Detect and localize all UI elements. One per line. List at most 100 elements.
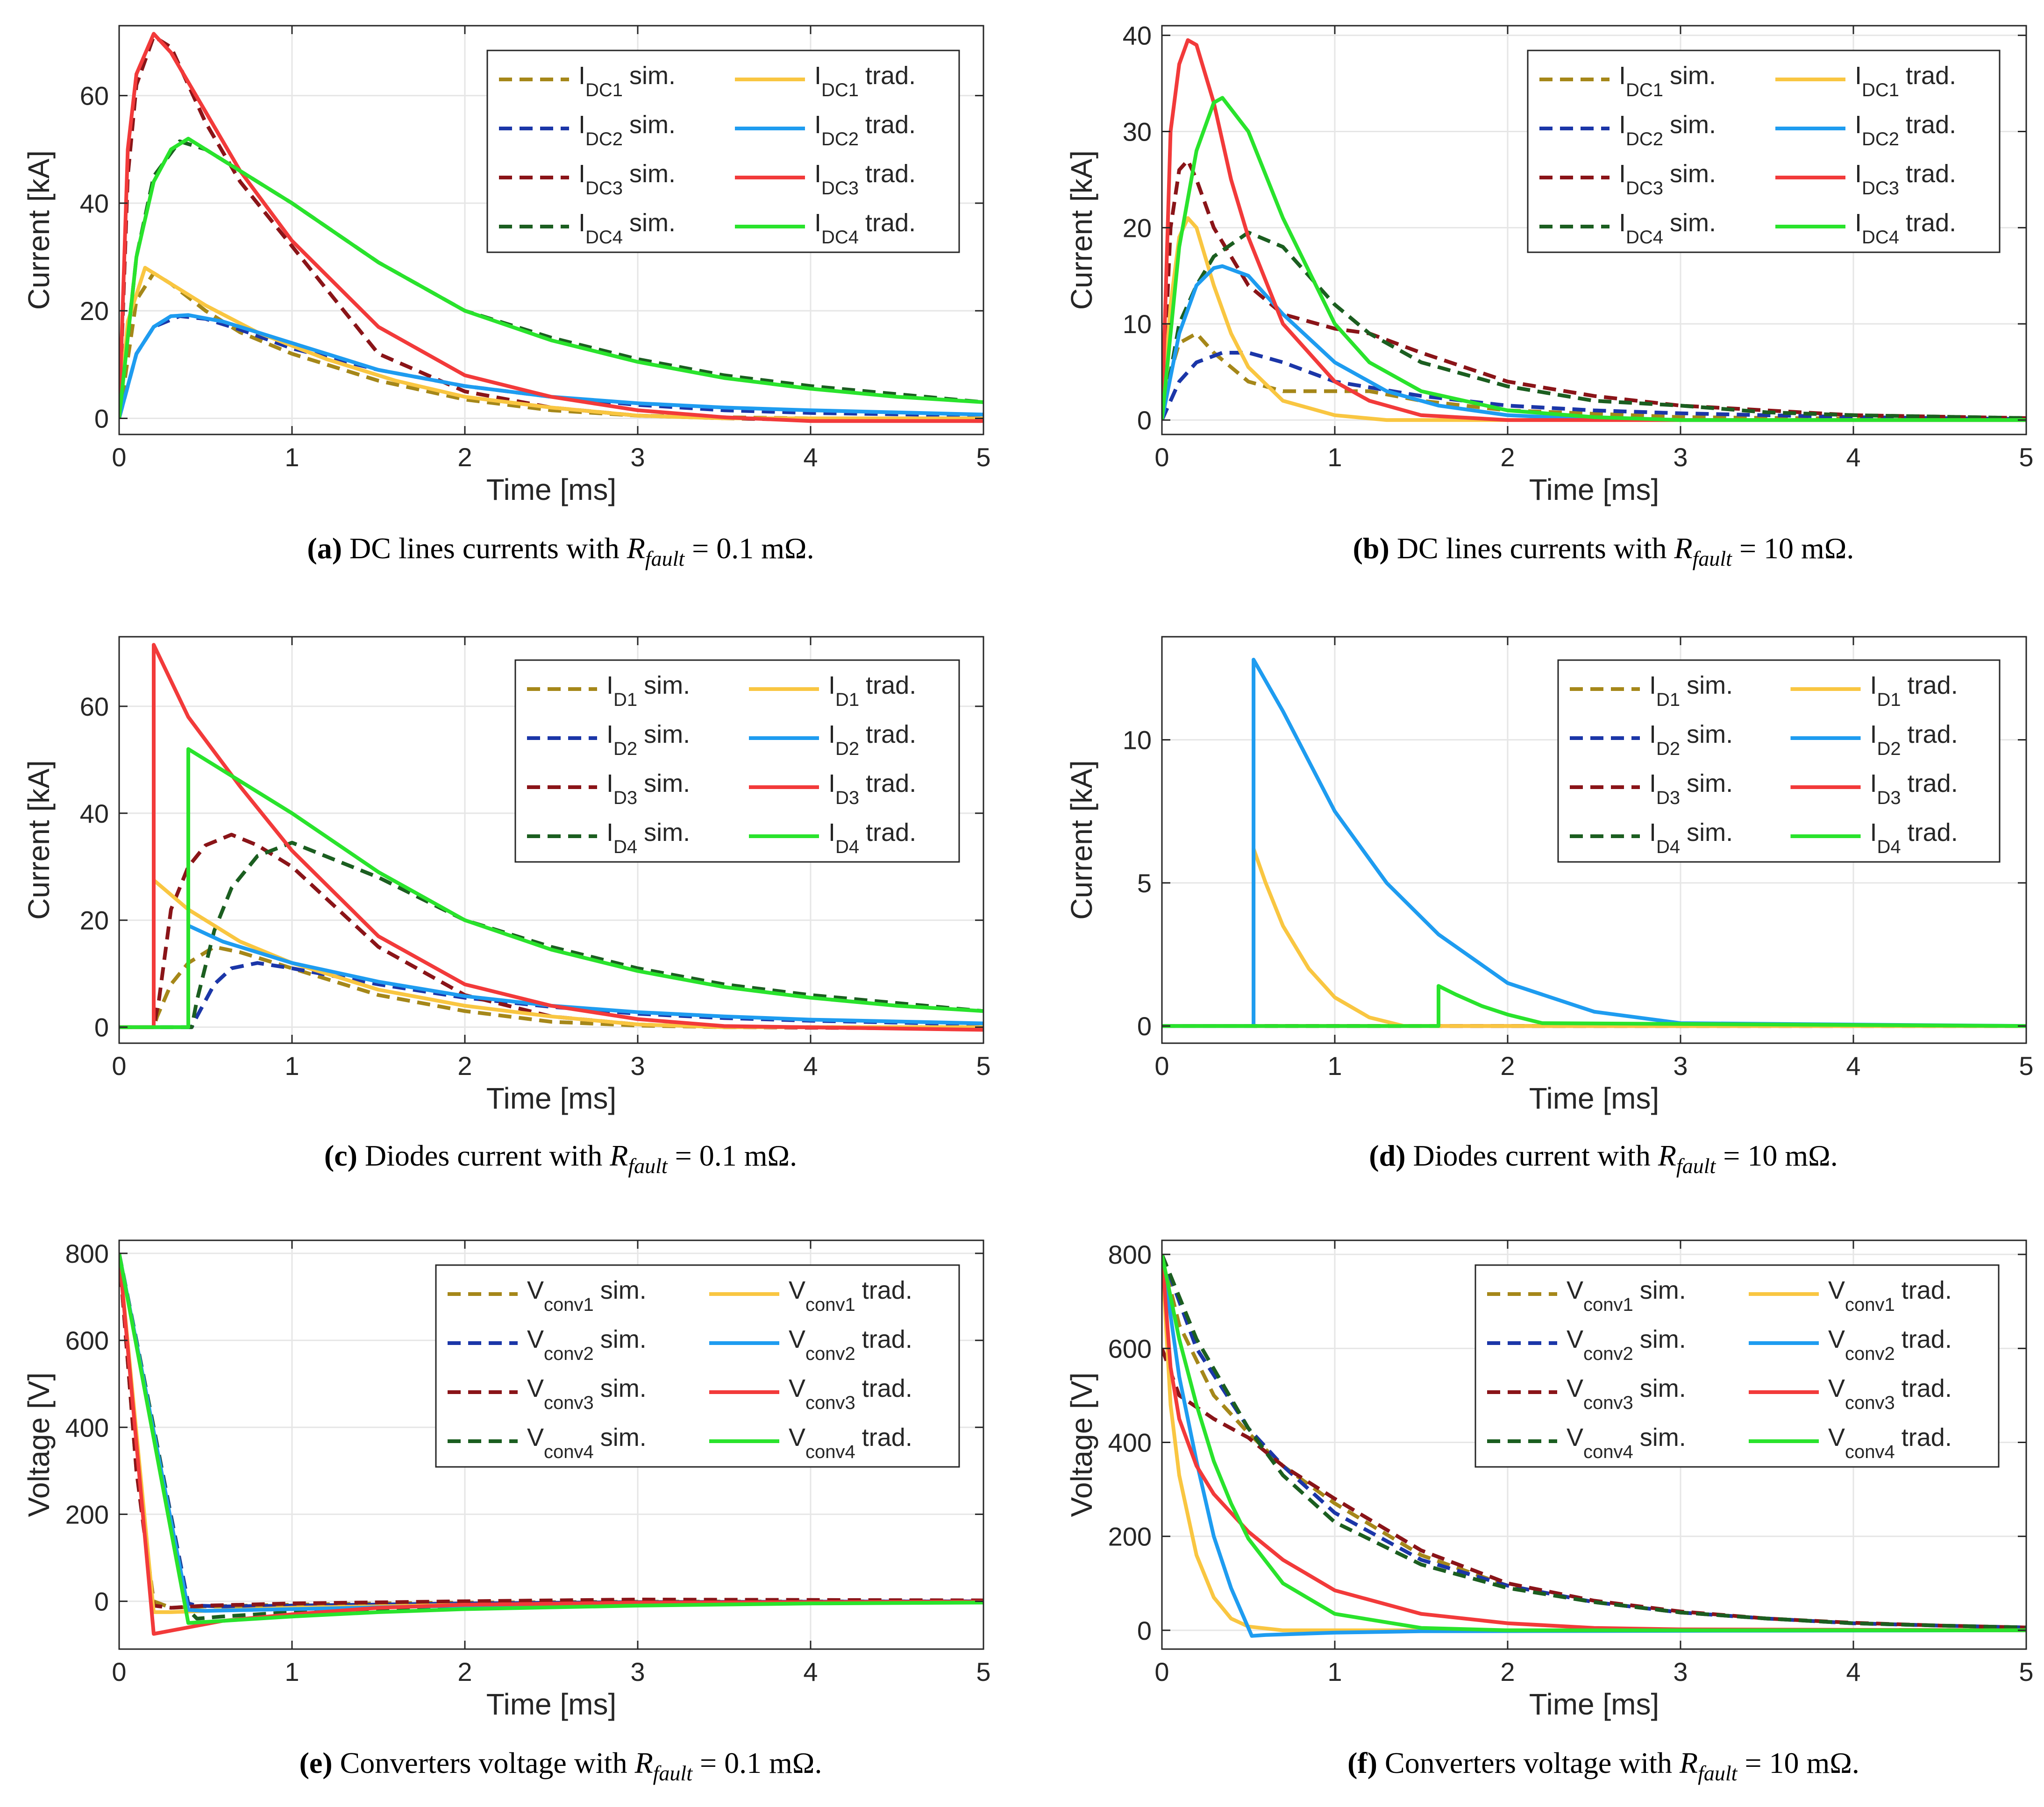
legend-label: IDC2trad.	[814, 111, 916, 149]
y-tick-label: 400	[65, 1413, 109, 1442]
x-axis-label: Time [ms]	[486, 1687, 617, 1721]
axes-frame	[118, 25, 984, 435]
legend-label: Vconv2sim.	[1567, 1325, 1686, 1364]
x-tick-label: 2	[457, 1051, 472, 1081]
legend-label: IDC1trad.	[814, 62, 916, 100]
y-tick-label: 0	[1137, 406, 1152, 435]
series-line-vconv2-trad-	[1162, 1254, 2026, 1638]
x-tick-label: 3	[630, 442, 645, 472]
legend-label: Vconv1sim.	[527, 1276, 647, 1315]
x-tick-label: 2	[1500, 1051, 1515, 1081]
series-group	[1162, 38, 2026, 422]
x-tick-label: 1	[1327, 442, 1342, 472]
x-tick-label: 2	[457, 1657, 472, 1686]
legend-label: ID4trad.	[828, 818, 916, 857]
series-group	[1162, 658, 2026, 1028]
chart-panel-2: 0 1 2 3 4 5 0 10 20 30 40 Time [ms] Current [kA] IDC1…	[1065, 21, 2034, 570]
x-tick-label: 5	[2019, 1657, 2033, 1686]
legend: IDC1sim. IDC1trad. IDC2sim. IDC2trad. IDC3si…	[1527, 50, 2001, 253]
legend-box	[514, 659, 960, 863]
x-tick-label: 0	[1154, 442, 1169, 472]
axes-frame	[118, 1239, 984, 1650]
chart-panel-6: 0 1 2 3 4 5 0 200 400 600 800 Time [ms] Voltage [V] V…	[1065, 1239, 2034, 1785]
legend-label: IDC1sim.	[578, 62, 676, 100]
y-tick-label: 40	[80, 189, 109, 218]
x-tick-label: 3	[1673, 442, 1688, 472]
axes-frame	[1161, 636, 2027, 1044]
x-tick-label: 1	[285, 1051, 299, 1081]
axes-frame	[118, 636, 984, 1044]
x-tick-label: 0	[112, 442, 126, 472]
x-tick-label: 1	[285, 442, 299, 472]
y-tick-label: 200	[65, 1500, 109, 1529]
x-tick-label: 1	[285, 1657, 299, 1686]
legend-label: ID4sim.	[606, 818, 690, 857]
legend-box	[1474, 1264, 2000, 1468]
legend-label: ID1trad.	[1870, 671, 1958, 710]
x-tick-label: 1	[1327, 1657, 1342, 1686]
legend-label: ID2trad.	[828, 720, 916, 759]
axes-frame	[1161, 25, 2027, 435]
x-tick-label: 1	[1327, 1051, 1342, 1081]
series-line-vconv4-sim-	[119, 1253, 983, 1621]
y-tick-label: 40	[80, 799, 109, 828]
legend-label: IDC1sim.	[1619, 62, 1716, 100]
legend: ID1sim. ID1trad. ID2sim. ID2trad. ID3sim. ID3…	[514, 659, 960, 863]
chart-panel-3: 0 1 2 3 4 5 0 20 40 60 Time [ms] Current [kA] ID1sim…	[22, 636, 991, 1178]
legend: ID1sim. ID1trad. ID2sim. ID2trad. ID3sim. ID3…	[1557, 659, 2001, 863]
x-axis-label: Time [ms]	[486, 473, 617, 506]
legend-label: Vconv1sim.	[1567, 1276, 1686, 1315]
legend-label: ID3sim.	[1649, 769, 1733, 808]
x-tick-label: 0	[112, 1657, 126, 1686]
legend-label: Vconv2trad.	[1828, 1325, 1952, 1364]
chart-panel-5: 0 1 2 3 4 5 0 200 400 600 800 Time [ms] Voltage [V] V…	[22, 1239, 991, 1785]
y-tick-label: 60	[80, 81, 109, 111]
legend-label: Vconv3trad.	[789, 1374, 912, 1413]
x-tick-label: 5	[976, 442, 990, 472]
y-axis-label: Voltage [V]	[22, 1373, 56, 1517]
x-tick-label: 2	[1500, 1657, 1515, 1686]
legend-label: IDC4sim.	[578, 209, 676, 248]
legend-label: Vconv4sim.	[527, 1423, 647, 1462]
series-line-id4-trad-	[1162, 984, 2026, 1028]
y-tick-label: 5	[1137, 868, 1152, 898]
series-line-idc2-trad-	[119, 313, 983, 419]
legend-label: Vconv4sim.	[1567, 1423, 1686, 1462]
y-axis-label: Current [kA]	[1065, 150, 1098, 310]
series-group	[119, 1253, 983, 1636]
x-tick-label: 3	[1673, 1051, 1688, 1081]
series-line-vconv4-sim-	[1162, 1253, 2026, 1629]
legend-label: ID4trad.	[1870, 818, 1958, 857]
y-tick-label: 0	[1137, 1616, 1152, 1645]
figure-caption: (e) Converters voltage with Rfault = 0.1…	[299, 1746, 822, 1785]
legend-label: Vconv3sim.	[527, 1374, 647, 1413]
y-axis-label: Current [kA]	[22, 150, 56, 310]
series-line-id4-sim-	[119, 840, 983, 1029]
y-tick-label: 20	[80, 906, 109, 935]
legend-label: ID2sim.	[1649, 720, 1733, 759]
series-group	[119, 32, 983, 423]
series-line-vconv3-trad-	[1162, 1254, 2026, 1632]
x-tick-label: 4	[1846, 1657, 1860, 1686]
y-tick-label: 0	[94, 1013, 109, 1042]
series-line-vconv3-sim-	[1162, 1347, 2026, 1629]
legend-label: Vconv4trad.	[1828, 1423, 1952, 1462]
legend-box	[1527, 50, 2001, 253]
y-tick-label: 20	[80, 296, 109, 326]
series-line-id3-trad-	[119, 643, 983, 1032]
legend-label: IDC3trad.	[814, 160, 916, 199]
series-line-idc3-trad-	[119, 32, 983, 423]
x-tick-label: 0	[112, 1051, 126, 1081]
y-tick-label: 10	[1123, 309, 1152, 339]
legend-label: ID1sim.	[606, 671, 690, 710]
x-tick-label: 0	[1154, 1051, 1169, 1081]
x-tick-label: 2	[1500, 442, 1515, 472]
legend-box	[435, 1264, 960, 1468]
legend-label: Vconv1trad.	[1828, 1276, 1952, 1315]
series-line-vconv3-trad-	[119, 1253, 983, 1636]
figure-caption: (c) Diodes current with Rfault = 0.1 mΩ.	[324, 1139, 797, 1178]
y-tick-label: 400	[1108, 1428, 1152, 1457]
legend-label: ID1sim.	[1649, 671, 1733, 710]
x-tick-label: 3	[630, 1051, 645, 1081]
